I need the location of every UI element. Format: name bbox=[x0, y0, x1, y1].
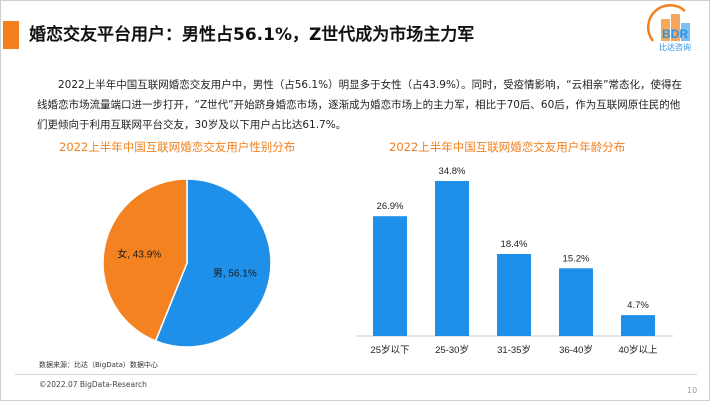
pie-label-0: 男, 56.1% bbox=[213, 267, 257, 279]
intro-paragraph: 2022上半年中国互联网婚恋交友用户中，男性（占56.1%）明显多于女性（占43… bbox=[37, 79, 683, 131]
bar-0 bbox=[373, 216, 407, 336]
copyright: ©2022.07 BigData-Research bbox=[39, 380, 147, 389]
bar-category-label-4: 40岁以上 bbox=[618, 344, 658, 356]
bar-value-label-3: 15.2% bbox=[563, 253, 590, 264]
footer-divider bbox=[15, 374, 697, 375]
pie-slice-1 bbox=[102, 178, 188, 342]
logo-text: BDR bbox=[662, 27, 688, 41]
bar-4 bbox=[621, 315, 655, 336]
bar-value-label-1: 34.8% bbox=[439, 166, 466, 177]
page-number: 10 bbox=[687, 386, 698, 395]
bar-category-label-0: 25岁以下 bbox=[370, 344, 409, 356]
pie-label-1: 女, 43.9% bbox=[117, 248, 161, 261]
logo-subtitle: 比达咨询 bbox=[659, 43, 691, 52]
bar-2 bbox=[497, 254, 531, 336]
bar-value-label-0: 26.9% bbox=[377, 201, 404, 212]
bar-category-label-2: 31-35岁 bbox=[497, 344, 531, 356]
bar-1 bbox=[435, 181, 469, 336]
bar-category-label-3: 36-40岁 bbox=[559, 344, 593, 356]
bar-value-label-4: 4.7% bbox=[627, 300, 649, 311]
page-title: 婚恋交友平台用户：男性占56.1%，Z世代成为市场主力军 bbox=[29, 25, 475, 45]
bar-category-label-1: 25-30岁 bbox=[435, 344, 469, 356]
bar-3 bbox=[559, 268, 593, 336]
pie-slice-0 bbox=[154, 178, 272, 348]
title-accent-bar bbox=[3, 21, 19, 49]
data-source: 数据来源：比达（BigData）数据中心 bbox=[39, 361, 158, 369]
bar-value-label-2: 18.4% bbox=[501, 239, 528, 250]
age-chart-title: 2022上半年中国互联网婚恋交友用户年龄分布 bbox=[389, 140, 626, 154]
bdr-logo-icon: BDR bbox=[646, 4, 690, 42]
gender-chart-title: 2022上半年中国互联网婚恋交友用户性别分布 bbox=[59, 140, 296, 154]
